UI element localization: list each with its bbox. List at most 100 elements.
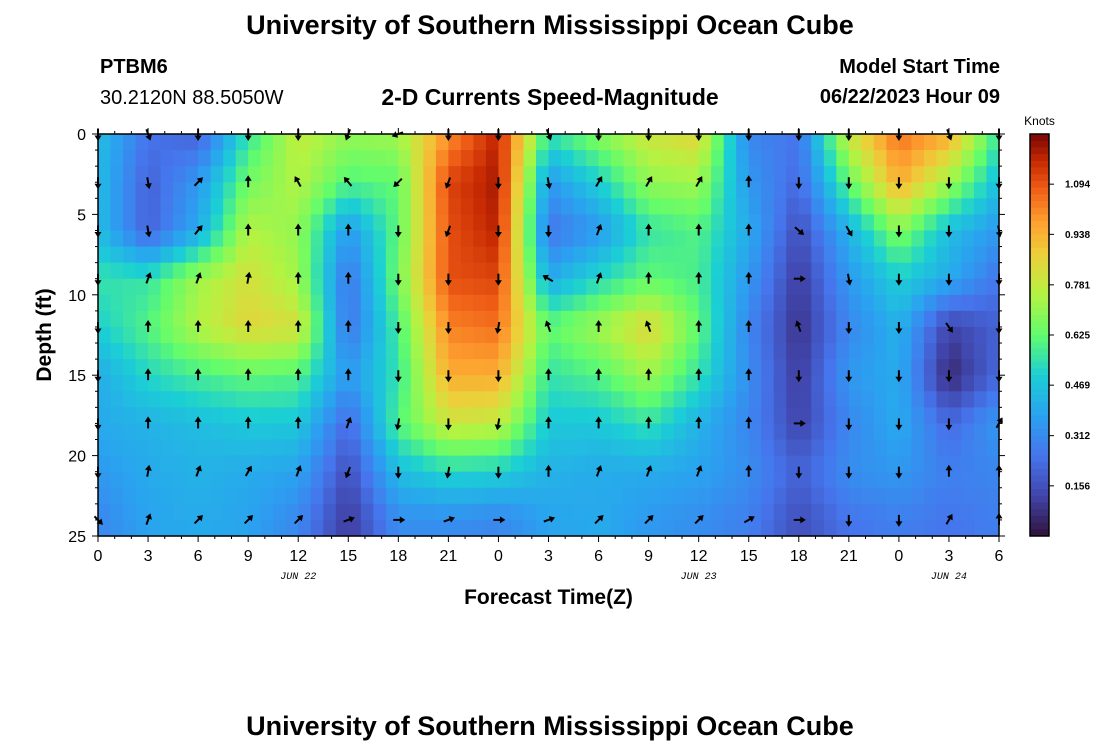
current-arrow: [145, 272, 152, 284]
heatmap-cell: [911, 471, 925, 489]
heatmap-cell: [673, 375, 687, 392]
heatmap-cell: [98, 487, 112, 505]
heatmap-cell: [210, 326, 224, 344]
heatmap-cell: [861, 326, 875, 344]
x-tick-label: 0: [494, 548, 503, 565]
current-arrow: [795, 370, 803, 383]
heatmap-cell: [123, 375, 137, 392]
heatmap-cell: [586, 246, 600, 264]
heatmap-cell: [160, 294, 174, 312]
heatmap-cell: [936, 182, 950, 199]
heatmap-cell: [248, 278, 262, 296]
heatmap-cell: [898, 214, 912, 232]
heatmap-cell: [185, 310, 199, 328]
heatmap-cell: [661, 134, 675, 151]
heatmap-cell: [873, 134, 887, 151]
heatmap-cell: [210, 343, 224, 360]
heatmap-cell: [310, 198, 324, 215]
colorbar-tick-label: 0.156: [1065, 481, 1090, 492]
heatmap-cell: [110, 439, 124, 457]
heatmap-cell: [460, 326, 475, 344]
heatmap-cell: [573, 198, 587, 215]
heatmap-cell: [323, 519, 337, 537]
heatmap-cell: [898, 471, 912, 489]
heatmap-cell: [723, 359, 737, 376]
heatmap-cell: [485, 182, 500, 199]
heatmap-cell: [135, 278, 149, 296]
heatmap-cell: [98, 391, 112, 408]
current-arrow: [343, 176, 353, 187]
heatmap-cell: [973, 487, 988, 505]
heatmap-cell: [811, 407, 825, 425]
heatmap-cell: [198, 375, 212, 392]
heatmap-cell: [510, 375, 525, 392]
colorbar-segment: [1030, 335, 1049, 343]
heatmap-cell: [260, 230, 274, 248]
heatmap-cell: [661, 455, 675, 473]
heatmap-cell: [736, 503, 750, 521]
x-tick-label: 3: [144, 548, 153, 565]
current-arrow: [795, 177, 803, 190]
heatmap-cell: [761, 487, 775, 505]
heatmap-cell: [523, 246, 537, 264]
heatmap-cell: [460, 198, 475, 215]
colorbar-segment: [1030, 422, 1049, 430]
heatmap-cell: [323, 310, 337, 328]
current-arrow: [195, 272, 202, 284]
heatmap-cell: [285, 150, 299, 167]
heatmap-cell: [673, 150, 687, 167]
heatmap-cell: [948, 134, 963, 151]
heatmap-cell: [786, 230, 800, 248]
heatmap-cell: [811, 134, 825, 151]
heatmap-cell: [873, 310, 887, 328]
heatmap-cell: [873, 182, 887, 199]
heatmap-cell: [748, 407, 762, 425]
heatmap-cell: [661, 343, 675, 360]
heatmap-cell: [798, 278, 812, 296]
heatmap-cell: [135, 359, 149, 376]
heatmap-cell: [448, 294, 462, 312]
heatmap-cell: [323, 150, 337, 167]
heatmap-cell: [823, 214, 837, 232]
heatmap-cell: [736, 455, 750, 473]
heatmap-cell: [523, 439, 537, 457]
heatmap-cell: [535, 182, 550, 199]
heatmap-cell: [385, 343, 399, 360]
current-arrow: [443, 516, 455, 523]
heatmap-cell: [911, 198, 925, 215]
heatmap-cell: [285, 182, 299, 199]
heatmap-cell: [110, 359, 124, 376]
heatmap-cell: [811, 166, 825, 183]
heatmap-cell: [711, 519, 725, 537]
heatmap-cell: [398, 150, 412, 167]
heatmap-cell: [986, 310, 1000, 328]
heatmap-cell: [248, 343, 262, 360]
heatmap-cell: [498, 150, 512, 167]
heatmap-cell: [898, 262, 912, 280]
heatmap-cell: [210, 134, 224, 151]
heatmap-cell: [623, 503, 637, 521]
heatmap-cell: [135, 407, 149, 425]
heatmap-cell: [836, 407, 850, 425]
heatmap-cell: [398, 503, 412, 521]
heatmap-cell: [823, 182, 837, 199]
heatmap-cell: [248, 182, 262, 199]
heatmap-cell: [535, 423, 550, 441]
heatmap-cell: [611, 230, 625, 248]
heatmap-cell: [548, 471, 562, 489]
heatmap-cell: [360, 471, 374, 489]
heatmap-cell: [898, 230, 912, 248]
heatmap-cell: [535, 407, 550, 425]
heatmap-cell: [586, 391, 600, 408]
heatmap-cell: [686, 262, 700, 280]
heatmap-cell: [873, 294, 887, 312]
current-arrow: [595, 320, 603, 332]
heatmap-cell: [711, 471, 725, 489]
colorbar-segment: [1030, 489, 1049, 497]
heatmap-cell: [148, 359, 162, 376]
colorbar-tick-label: 0.469: [1065, 381, 1090, 392]
heatmap-cell: [923, 455, 938, 473]
heatmap-cell: [298, 391, 312, 408]
heatmap-cell: [823, 519, 837, 537]
heatmap-cell: [548, 343, 562, 360]
